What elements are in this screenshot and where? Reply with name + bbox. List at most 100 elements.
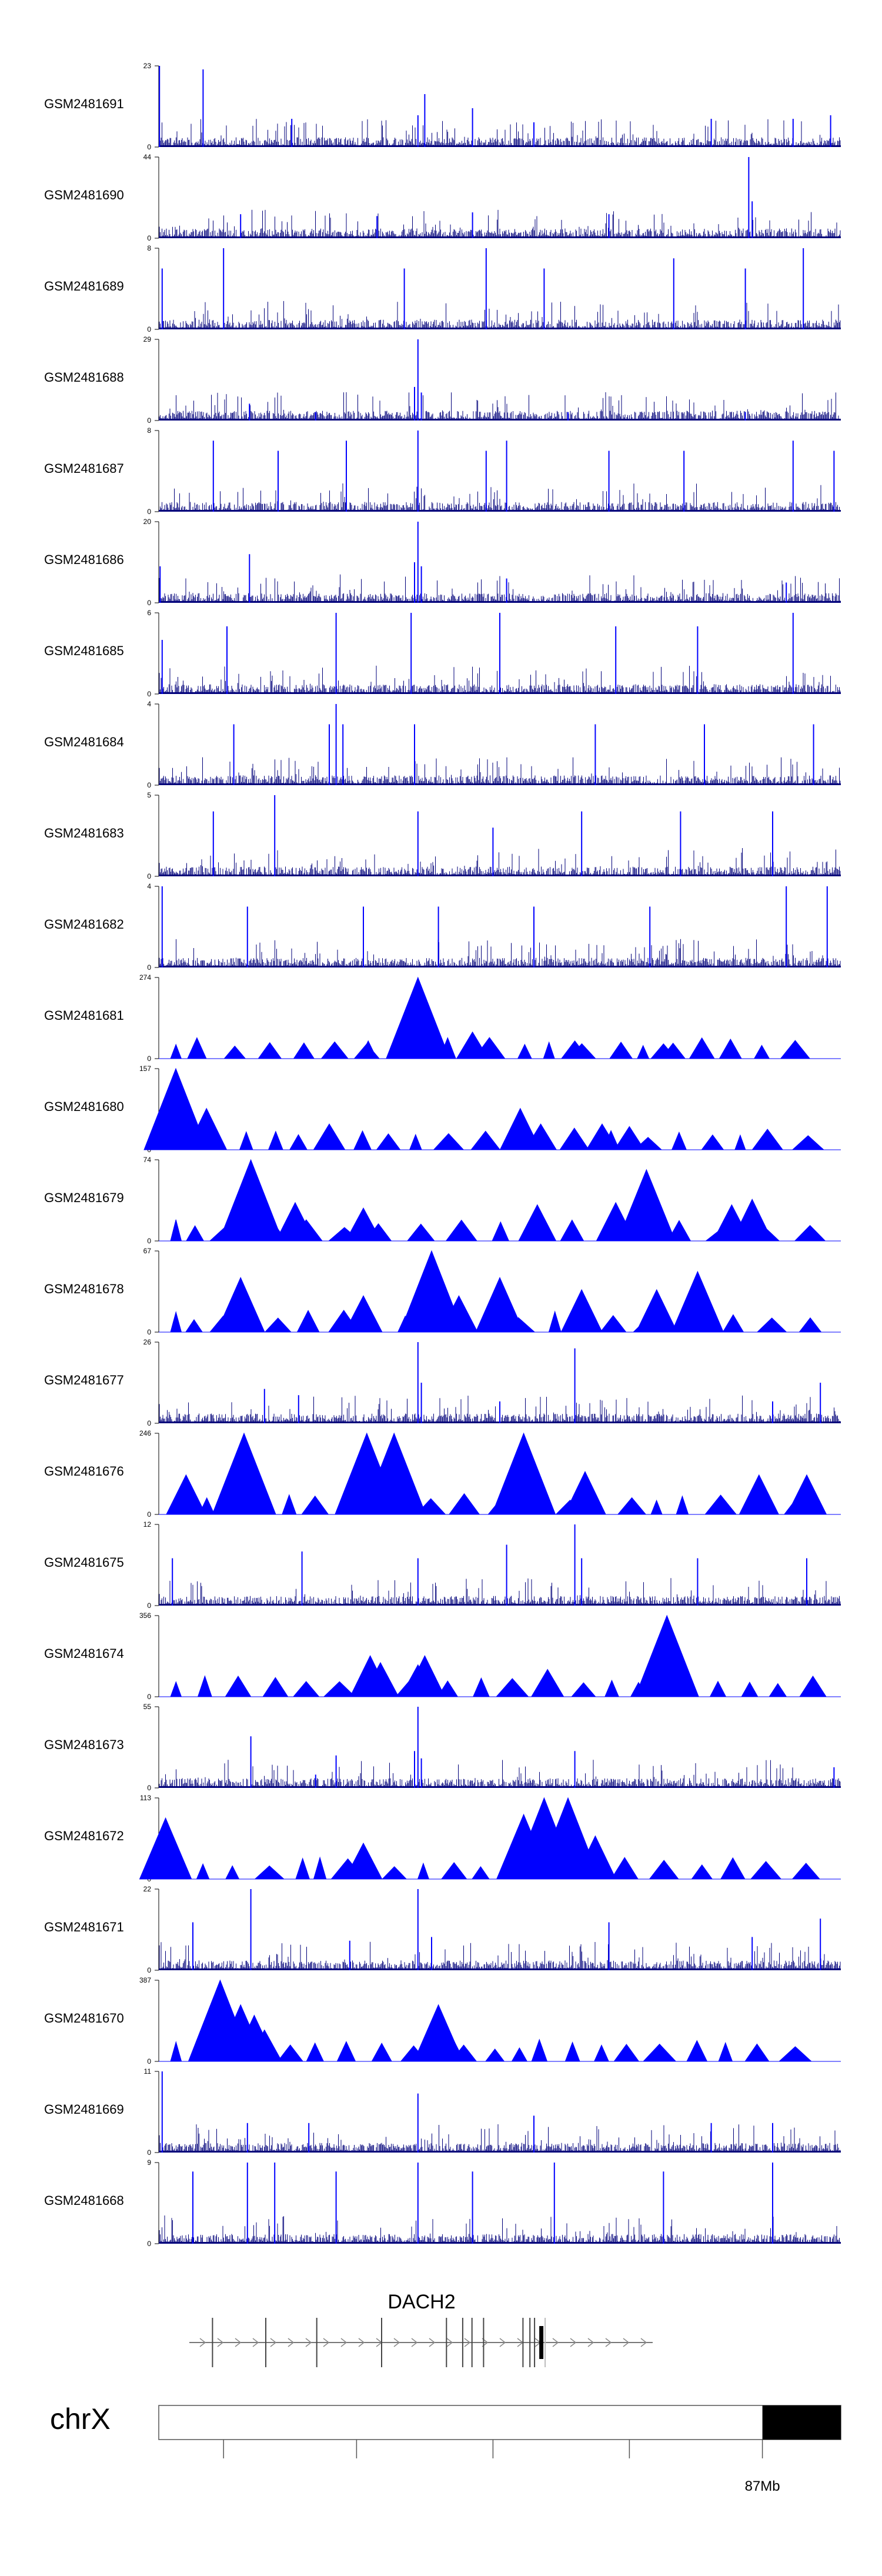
track-ymin-label: 0 xyxy=(147,1966,151,1974)
signal-track: GSM2481681 274 0 xyxy=(44,973,841,1063)
track-label: GSM2481675 xyxy=(44,1555,124,1570)
chromosome-ideogram: chrX 87Mb xyxy=(50,2403,841,2494)
signal-peak xyxy=(166,1474,206,1515)
track-ymax-label: 67 xyxy=(143,1247,152,1255)
signal-peak xyxy=(510,1828,557,1880)
track-ymax-label: 4 xyxy=(147,700,151,708)
gene-strand-arrow xyxy=(446,2338,453,2347)
signal-peak xyxy=(400,1664,436,1697)
signal-background xyxy=(159,2124,841,2153)
signal-background xyxy=(159,483,841,512)
gene-model xyxy=(189,2318,653,2367)
signal-peak xyxy=(786,1474,827,1515)
signal-peak xyxy=(560,1040,589,1059)
signal-background xyxy=(159,757,841,785)
signal-peak xyxy=(213,1474,254,1515)
signal-peak xyxy=(499,1107,542,1150)
signal-track: GSM2481691 23 0 xyxy=(44,62,841,151)
signal-peak xyxy=(671,1270,724,1333)
track-label: GSM2481671 xyxy=(44,1920,124,1934)
signal-peak xyxy=(634,1614,699,1697)
track-label: GSM2481681 xyxy=(44,1008,124,1023)
signal-background xyxy=(159,1578,841,1606)
signal-peak xyxy=(425,2023,465,2062)
track-label: GSM2481688 xyxy=(44,370,124,385)
signal-peak xyxy=(397,1040,426,1059)
signal-track: GSM2481675 12 0 xyxy=(44,1520,841,1610)
signal-peak xyxy=(344,1295,383,1333)
track-ymin-label: 0 xyxy=(147,1055,151,1063)
signal-track: GSM24816801570 xyxy=(44,1065,841,1154)
signal-track: GSM2481676 246 0 xyxy=(44,1429,841,1519)
track-label: GSM2481672 xyxy=(44,1828,124,1843)
signal-background xyxy=(159,1674,841,1697)
track-ymax-label: 23 xyxy=(143,62,152,70)
signal-tracks: GSM2481691230GSM2481690440GSM248168980GS… xyxy=(44,62,841,2248)
track-ymax-label: 26 xyxy=(143,1338,152,1346)
signal-background xyxy=(159,939,841,967)
signal-track: GSM2481678 67 0 xyxy=(44,1247,841,1336)
signal-track: GSM24816721130 xyxy=(44,1794,841,1883)
signal-track: GSM2481685 6 0 xyxy=(44,609,841,698)
gene-strand-arrow xyxy=(499,2338,506,2347)
signal-track: GSM2481689 8 0 xyxy=(44,244,841,333)
signal-peak xyxy=(362,1432,426,1515)
signal-peak xyxy=(564,1470,606,1515)
track-ymin-label: 0 xyxy=(147,143,151,151)
signal-background xyxy=(159,1856,841,1880)
signal-track: GSM2481687 8 0 xyxy=(44,426,841,516)
track-ymin-label: 0 xyxy=(147,872,151,880)
track-label: GSM2481683 xyxy=(44,826,124,840)
signal-peak xyxy=(475,1277,524,1333)
signal-background xyxy=(159,2215,841,2244)
track-ymax-label: 5 xyxy=(147,791,151,799)
signal-peak xyxy=(147,1092,198,1150)
signal-track: GSM2481677 26 0 xyxy=(44,1338,841,1427)
signal-track: GSM2481673 55 0 xyxy=(44,1703,841,1792)
gene-strand-arrow xyxy=(199,2338,206,2347)
gene-strand-arrow xyxy=(640,2338,647,2347)
signal-background xyxy=(159,848,841,876)
track-label: GSM2481690 xyxy=(44,188,124,202)
track-ymin-label: 0 xyxy=(147,1601,151,1610)
chromosome-bar xyxy=(158,2405,841,2440)
gene-strand-arrow xyxy=(358,2338,365,2347)
track-ymax-label: 55 xyxy=(143,1703,152,1711)
signal-background xyxy=(159,119,841,147)
track-ymax-label: 22 xyxy=(143,1885,152,1893)
signal-background xyxy=(159,1760,841,1788)
track-ymin-label: 0 xyxy=(147,234,151,242)
track-label: GSM2481677 xyxy=(44,1373,124,1387)
track-label: GSM2481678 xyxy=(44,1282,124,1296)
track-ymin-label: 0 xyxy=(147,781,151,789)
signal-peak xyxy=(185,1107,228,1150)
gene-strand-arrow xyxy=(305,2338,312,2347)
signal-track: GSM2481684 4 0 xyxy=(44,700,841,789)
signal-peak xyxy=(636,1289,678,1333)
track-label: GSM2481680 xyxy=(44,1099,124,1114)
track-label: GSM2481689 xyxy=(44,279,124,293)
signal-peak xyxy=(491,1432,556,1515)
track-label: GSM2481686 xyxy=(44,552,124,567)
gene-strand-arrow xyxy=(235,2338,242,2347)
signal-peak xyxy=(530,1669,564,1697)
signal-track: GSM2481686 20 0 xyxy=(44,518,841,607)
signal-background xyxy=(159,1127,841,1150)
signal-track: GSM2481683 5 0 xyxy=(44,791,841,880)
gene-strand-arrow xyxy=(623,2338,630,2347)
gene-strand-arrow xyxy=(429,2338,436,2347)
track-ymax-label: 12 xyxy=(143,1520,152,1529)
track-ymin-label: 0 xyxy=(147,690,151,698)
track-ymax-label: 29 xyxy=(143,335,152,343)
signal-peak xyxy=(731,1198,773,1242)
signal-peak xyxy=(246,2029,283,2062)
signal-track: GSM2481671 22 0 xyxy=(44,1885,841,1974)
track-ymin-label: 0 xyxy=(147,1419,151,1427)
signal-background xyxy=(159,1941,841,1970)
gene-strand-arrow xyxy=(288,2338,295,2347)
track-label: GSM2481685 xyxy=(44,643,124,658)
track-label: GSM2481679 xyxy=(44,1190,124,1205)
gene-name-label: DACH2 xyxy=(387,2291,455,2313)
track-label: GSM2481682 xyxy=(44,917,124,932)
